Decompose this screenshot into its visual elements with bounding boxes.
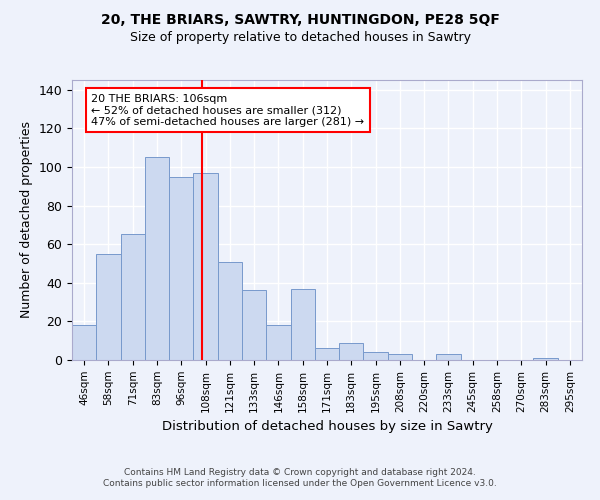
Text: 20 THE BRIARS: 106sqm
← 52% of detached houses are smaller (312)
47% of semi-det: 20 THE BRIARS: 106sqm ← 52% of detached … xyxy=(91,94,365,126)
Bar xyxy=(388,354,412,360)
Bar xyxy=(72,325,96,360)
Bar xyxy=(121,234,145,360)
Bar xyxy=(364,352,388,360)
Bar xyxy=(169,176,193,360)
X-axis label: Distribution of detached houses by size in Sawtry: Distribution of detached houses by size … xyxy=(161,420,493,433)
Bar xyxy=(218,262,242,360)
Bar xyxy=(96,254,121,360)
Bar xyxy=(436,354,461,360)
Bar xyxy=(242,290,266,360)
Text: Size of property relative to detached houses in Sawtry: Size of property relative to detached ho… xyxy=(130,31,470,44)
Bar xyxy=(339,342,364,360)
Bar xyxy=(266,325,290,360)
Text: 20, THE BRIARS, SAWTRY, HUNTINGDON, PE28 5QF: 20, THE BRIARS, SAWTRY, HUNTINGDON, PE28… xyxy=(101,12,499,26)
Bar xyxy=(145,157,169,360)
Bar xyxy=(290,288,315,360)
Text: Contains HM Land Registry data © Crown copyright and database right 2024.
Contai: Contains HM Land Registry data © Crown c… xyxy=(103,468,497,487)
Bar xyxy=(193,172,218,360)
Bar xyxy=(315,348,339,360)
Y-axis label: Number of detached properties: Number of detached properties xyxy=(20,122,33,318)
Bar xyxy=(533,358,558,360)
